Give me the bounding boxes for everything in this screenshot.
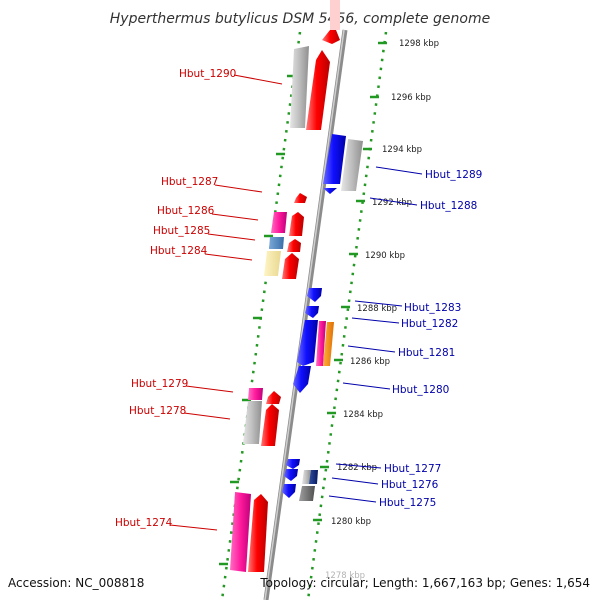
forward-gene-arrow[interactable] bbox=[287, 239, 301, 252]
accession-text: Accession: NC_008818 bbox=[8, 576, 144, 590]
gene-label[interactable]: Hbut_1275 bbox=[379, 497, 436, 509]
gene-label[interactable]: Hbut_1286 bbox=[157, 205, 215, 217]
reverse-gene-arrow[interactable] bbox=[305, 306, 319, 318]
gene-label[interactable]: Hbut_1280 bbox=[392, 384, 449, 396]
steel-gene-block[interactable] bbox=[269, 237, 284, 249]
reverse-gene-arrow[interactable] bbox=[297, 320, 318, 366]
gene-label[interactable]: Hbut_1285 bbox=[153, 225, 210, 237]
gray-gene-block[interactable] bbox=[290, 46, 309, 128]
gene-label[interactable]: Hbut_1282 bbox=[401, 318, 458, 330]
gene-label[interactable]: Hbut_1289 bbox=[425, 169, 482, 181]
gray-gene-block[interactable] bbox=[341, 139, 363, 191]
forward-gene-arrow[interactable] bbox=[294, 193, 307, 203]
kbp-label: 1292 kbp bbox=[372, 198, 412, 208]
guide-ticks bbox=[219, 41, 387, 566]
reverse-gene-arrow[interactable] bbox=[323, 188, 337, 194]
kbp-label: 1294 kbp bbox=[382, 145, 422, 155]
leader-lines bbox=[169, 74, 423, 531]
forward-gene-arrow[interactable] bbox=[282, 253, 299, 279]
kbp-label: 1286 kbp bbox=[350, 357, 390, 367]
reverse-gene-arrow[interactable] bbox=[286, 459, 300, 469]
pink-gene-block[interactable] bbox=[316, 321, 326, 366]
kbp-label: 1278 kbp bbox=[325, 571, 365, 581]
dark-gray-gene-block[interactable] bbox=[299, 486, 315, 501]
gene-label[interactable]: Hbut_1276 bbox=[381, 479, 439, 491]
kbp-label: 1282 kbp bbox=[337, 463, 377, 473]
genome-backbone-highlight bbox=[264, 29, 345, 600]
topology-text: Topology: circular; Length: 1,667,163 bp… bbox=[259, 576, 590, 590]
gene-label[interactable]: Hbut_1288 bbox=[420, 200, 477, 212]
gray-gene-block[interactable] bbox=[302, 470, 311, 484]
gray-gene-block[interactable] bbox=[243, 401, 262, 444]
kbp-label: 1284 kbp bbox=[343, 410, 383, 420]
right-guide-line bbox=[306, 31, 388, 600]
orange-gene-block[interactable] bbox=[323, 322, 334, 366]
pink-gene-block[interactable] bbox=[248, 388, 263, 400]
genome-backbone bbox=[263, 29, 348, 600]
gene-label[interactable]: Hbut_1278 bbox=[129, 405, 186, 417]
reverse-gene-arrow[interactable] bbox=[282, 484, 296, 498]
pink-gene-block[interactable] bbox=[271, 212, 287, 233]
reverse-gene-arrow[interactable] bbox=[284, 469, 298, 481]
forward-gene-arrow[interactable] bbox=[330, 0, 340, 30]
reverse-gene-arrow[interactable] bbox=[307, 288, 322, 302]
kbp-label: 1288 kbp bbox=[357, 304, 397, 314]
kbp-labels: 1298 kbp 1296 kbp 1294 kbp 1292 kbp 1290… bbox=[325, 39, 439, 581]
kbp-label: 1280 kbp bbox=[331, 517, 371, 527]
yellow-gene-block[interactable] bbox=[264, 251, 281, 276]
gene-label[interactable]: Hbut_1283 bbox=[404, 302, 461, 314]
kbp-label: 1298 kbp bbox=[399, 39, 439, 49]
gene-label[interactable]: Hbut_1290 bbox=[179, 68, 236, 80]
forward-gene-arrow[interactable] bbox=[248, 494, 268, 572]
forward-gene-arrow[interactable] bbox=[261, 404, 279, 446]
gene-label[interactable]: Hbut_1279 bbox=[131, 378, 188, 390]
forward-gene-arrow[interactable] bbox=[306, 50, 330, 130]
reverse-gene-arrow[interactable] bbox=[293, 366, 311, 393]
reverse-gene-labels: Hbut_1289 Hbut_1288 Hbut_1283 Hbut_1282 … bbox=[379, 169, 482, 509]
reverse-gene-arrow[interactable] bbox=[323, 134, 346, 184]
diagram-title: Hyperthermus butylicus DSM 5456, complet… bbox=[110, 11, 490, 27]
kbp-label: 1290 kbp bbox=[365, 251, 405, 261]
kbp-label: 1296 kbp bbox=[391, 93, 431, 103]
forward-gene-arrow[interactable] bbox=[289, 212, 304, 236]
gene-label[interactable]: Hbut_1274 bbox=[115, 517, 173, 529]
gene-label[interactable]: Hbut_1287 bbox=[161, 176, 218, 188]
forward-gene-labels: Hbut_1290 Hbut_1287 Hbut_1286 Hbut_1285 … bbox=[115, 68, 236, 529]
gene-label[interactable]: Hbut_1281 bbox=[398, 347, 455, 359]
gene-label[interactable]: Hbut_1277 bbox=[384, 463, 441, 475]
forward-gene-arrow[interactable] bbox=[266, 391, 281, 404]
gene-label[interactable]: Hbut_1284 bbox=[150, 245, 208, 257]
pink-gene-block[interactable] bbox=[230, 492, 251, 572]
navy-gene-block[interactable] bbox=[309, 470, 318, 484]
forward-gene-arrow[interactable] bbox=[322, 30, 340, 44]
